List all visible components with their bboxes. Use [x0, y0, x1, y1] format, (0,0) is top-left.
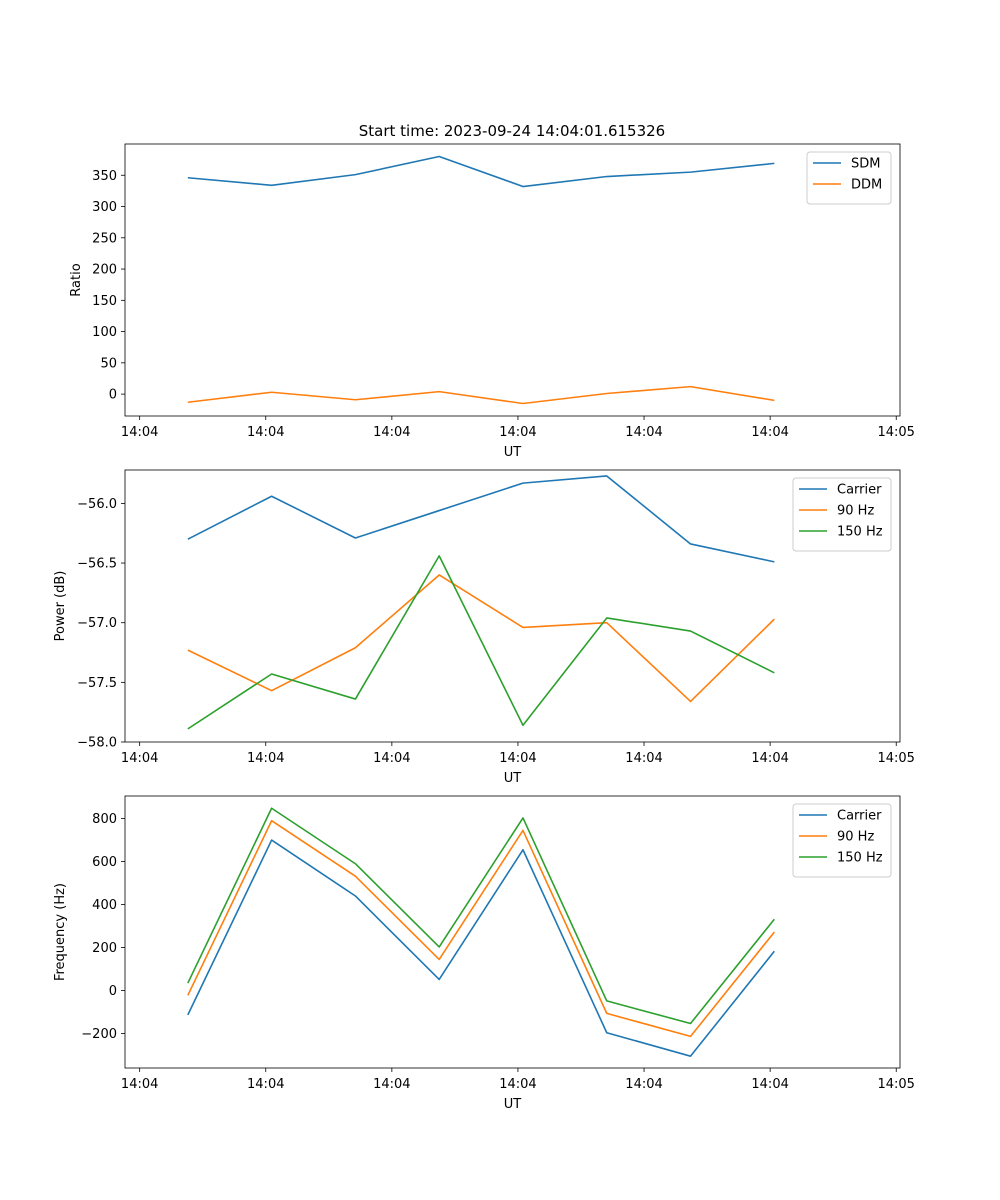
x-tick-label: 14:05: [877, 425, 914, 440]
x-tick-label: 14:04: [373, 1077, 410, 1092]
x-axis-label: UT: [504, 771, 522, 786]
x-tick-label: 14:04: [121, 751, 158, 766]
series-line-ddm: [187, 385, 775, 405]
legend-label: 150 Hz: [837, 525, 883, 540]
x-tick-label: 14:04: [625, 751, 662, 766]
x-tick-label: 14:04: [499, 751, 536, 766]
x-axis-label: UT: [504, 445, 522, 460]
series-line-carrier: [187, 839, 775, 1057]
chart-panel-3: 14:04 14:04 14:04 14:04 14:04 14:04 14:05 −200 0…: [53, 795, 915, 1112]
y-tick-label: 800: [92, 812, 117, 827]
legend: SDM DDM: [806, 151, 892, 205]
y-tick-label: 100: [92, 325, 117, 340]
x-tick-label: 14:04: [499, 425, 536, 440]
x-tick-label: 14:04: [247, 425, 284, 440]
y-tick-label: 350: [92, 169, 117, 184]
series-line-90-hz: [187, 574, 775, 703]
x-tick-label: 14:04: [121, 1077, 158, 1092]
chart-panel-1: 14:04 14:04 14:04 14:04 14:04 14:04 14:05 0 50 10…: [69, 143, 915, 460]
y-tick-label: −200: [81, 1027, 117, 1042]
y-tick-label: 300: [92, 200, 117, 215]
legend-label: Carrier: [837, 483, 882, 498]
series-line-sdm: [187, 155, 775, 188]
y-tick-label: 200: [92, 941, 117, 956]
y-tick-label: −56.5: [77, 557, 117, 572]
legend-box: [792, 803, 892, 878]
legend: Carrier 90 Hz 150 Hz: [792, 477, 892, 552]
y-tick-label: 150: [92, 294, 117, 309]
series-line-150-hz: [187, 555, 775, 730]
axes-frame: [124, 143, 901, 417]
axes-frame: [124, 795, 901, 1069]
x-tick-label: 14:04: [751, 1077, 788, 1092]
y-axis-label: Frequency (Hz): [53, 883, 68, 981]
legend-box: [806, 151, 892, 205]
x-tick-label: 14:04: [625, 425, 662, 440]
chart-panel-2: 14:04 14:04 14:04 14:04 14:04 14:04 14:05 −58.0…: [53, 469, 915, 786]
x-tick-label: 14:04: [751, 751, 788, 766]
x-tick-label: 14:04: [625, 1077, 662, 1092]
series-line-carrier: [187, 475, 775, 563]
y-tick-label: −57.0: [77, 616, 117, 631]
legend: Carrier 90 Hz 150 Hz: [792, 803, 892, 878]
legend-label: 150 Hz: [837, 851, 883, 866]
y-tick-label: 600: [92, 855, 117, 870]
x-tick-label: 14:04: [121, 425, 158, 440]
x-tick-label: 14:04: [373, 751, 410, 766]
y-tick-label: 0: [109, 984, 117, 999]
x-tick-label: 14:04: [247, 751, 284, 766]
legend-label: DDM: [851, 178, 882, 193]
y-tick-label: −58.0: [77, 736, 117, 751]
y-axis-label: Ratio: [69, 263, 84, 296]
axes-frame: [124, 469, 901, 743]
legend-label: 90 Hz: [837, 830, 874, 845]
series-line-90-hz: [187, 819, 775, 1038]
x-tick-label: 14:04: [751, 425, 788, 440]
y-tick-label: 50: [100, 356, 117, 371]
figure-title: Start time: 2023-09-24 14:04:01.615326: [359, 122, 665, 140]
legend-box: [792, 477, 892, 552]
x-axis-label: UT: [504, 1097, 522, 1112]
x-tick-label: 14:04: [247, 1077, 284, 1092]
y-axis-label: Power (dB): [53, 571, 68, 642]
legend-label: SDM: [851, 157, 880, 172]
y-tick-label: 0: [109, 388, 117, 403]
y-tick-label: 400: [92, 898, 117, 913]
x-tick-label: 14:04: [499, 1077, 536, 1092]
y-tick-label: −56.0: [77, 497, 117, 512]
x-tick-label: 14:05: [877, 1077, 914, 1092]
y-tick-label: 250: [92, 231, 117, 246]
y-tick-label: −57.5: [77, 676, 117, 691]
legend-label: Carrier: [837, 809, 882, 824]
legend-label: 90 Hz: [837, 504, 874, 519]
x-tick-label: 14:05: [877, 751, 914, 766]
series-line-150-hz: [187, 807, 775, 1025]
y-tick-label: 200: [92, 263, 117, 278]
x-tick-label: 14:04: [373, 425, 410, 440]
